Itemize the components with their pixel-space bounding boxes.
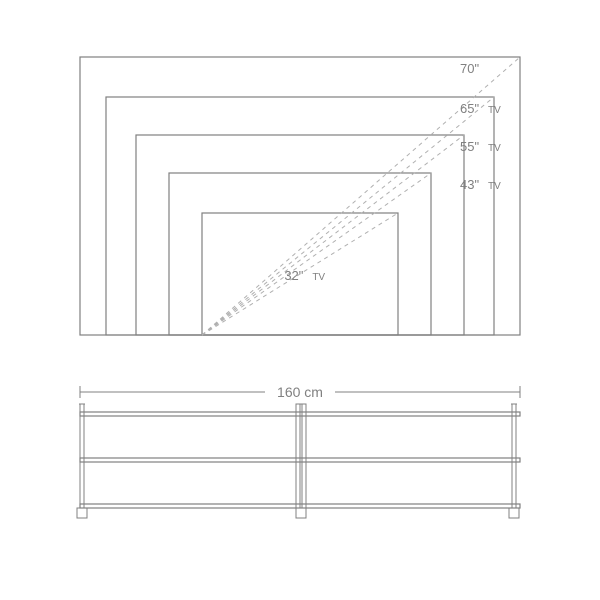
tv-size-sublabel-1: TV: [488, 105, 501, 116]
tv-size-sublabel-3: TV: [488, 181, 501, 192]
tv-size-label-4: 32": [284, 268, 303, 283]
stand-foot-1: [296, 508, 306, 518]
tv-diagonal-0: [202, 57, 520, 335]
dim-label: 160 cm: [277, 384, 323, 400]
tv-diagonal-3: [202, 173, 431, 335]
stand-foot-0: [77, 508, 87, 518]
stand-leg-2: [512, 404, 516, 508]
stand-foot-2: [509, 508, 519, 518]
tv-size-sublabel-2: TV: [488, 143, 501, 154]
stand-leg-1b: [302, 404, 306, 508]
tv-size-label-3: 43": [460, 177, 479, 192]
tv-outline-3: [169, 173, 431, 335]
tv-size-label-0: 70": [460, 61, 479, 76]
tv-size-label-1: 65": [460, 101, 479, 116]
tv-size-sublabel-4: TV: [312, 272, 325, 283]
tv-outline-2: [136, 135, 464, 335]
tv-diagonal-2: [202, 135, 464, 335]
tv-diagonal-1: [202, 97, 494, 335]
tv-outline-0: [80, 57, 520, 335]
stand-leg-1: [296, 404, 300, 508]
tv-outline-1: [106, 97, 494, 335]
tv-size-label-2: 55": [460, 139, 479, 154]
stand-leg-0: [80, 404, 84, 508]
